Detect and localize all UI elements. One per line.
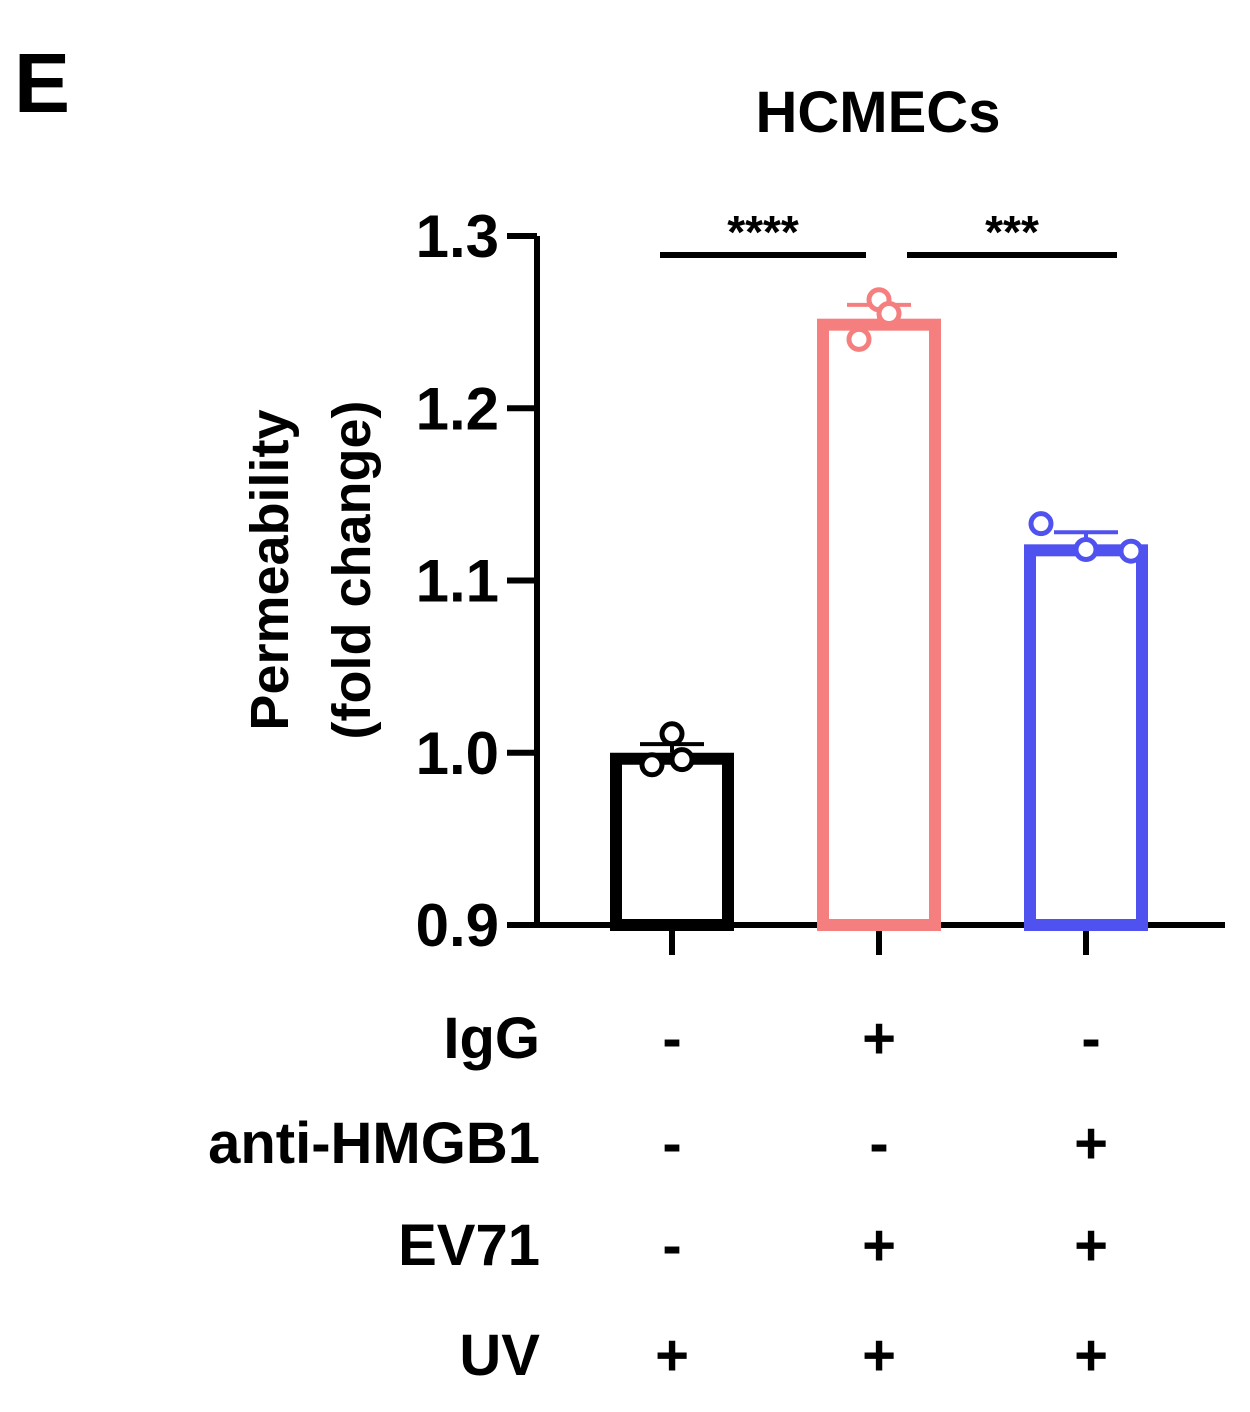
chart-title: HCMECs bbox=[756, 80, 1001, 145]
condition-value: - bbox=[662, 1006, 681, 1071]
y-tick-label: 0.9 bbox=[416, 892, 499, 959]
data-point bbox=[1073, 536, 1099, 562]
condition-label: IgG bbox=[443, 1006, 540, 1071]
bar bbox=[817, 318, 941, 931]
data-point bbox=[669, 747, 695, 773]
condition-value: - bbox=[1081, 1006, 1100, 1071]
condition-value: + bbox=[862, 1213, 896, 1278]
data-point bbox=[1118, 538, 1144, 564]
condition-value: + bbox=[1074, 1111, 1108, 1176]
condition-label: anti-HMGB1 bbox=[208, 1111, 540, 1176]
condition-value: + bbox=[862, 1323, 896, 1388]
bar bbox=[1024, 544, 1148, 931]
y-tick-label: 1.2 bbox=[416, 375, 499, 442]
significance-label: **** bbox=[727, 206, 799, 258]
condition-value: + bbox=[862, 1006, 896, 1071]
data-point bbox=[846, 326, 872, 352]
condition-label: UV bbox=[459, 1323, 540, 1388]
y-tick-label: 1.1 bbox=[416, 548, 499, 615]
significance-brackets: **** *** bbox=[660, 206, 1117, 258]
condition-value: + bbox=[1074, 1213, 1108, 1278]
condition-value: - bbox=[662, 1111, 681, 1176]
y-tick-label: 1.3 bbox=[416, 203, 499, 270]
data-point bbox=[876, 301, 902, 327]
panel-label: E bbox=[14, 36, 70, 130]
condition-label: EV71 bbox=[398, 1213, 540, 1278]
condition-table: IgG - + - anti-HMGB1 - - + EV71 - + + UV + + + bbox=[208, 1006, 1108, 1388]
y-axis-label-line2: (fold change) bbox=[322, 401, 382, 740]
data-point bbox=[1028, 511, 1054, 537]
bar bbox=[610, 752, 734, 931]
y-tick-label: 1.0 bbox=[416, 720, 499, 787]
bars bbox=[610, 287, 1148, 931]
condition-value: + bbox=[655, 1323, 689, 1388]
data-point bbox=[639, 752, 665, 778]
y-axis: 0.9 1.0 1.1 1.2 1.3 bbox=[416, 203, 540, 959]
condition-value: + bbox=[1074, 1323, 1108, 1388]
condition-value: - bbox=[869, 1111, 888, 1176]
significance-label: *** bbox=[985, 206, 1039, 258]
condition-value: - bbox=[662, 1213, 681, 1278]
y-axis-label-line1: Permeability bbox=[240, 409, 300, 730]
data-point bbox=[659, 721, 685, 747]
